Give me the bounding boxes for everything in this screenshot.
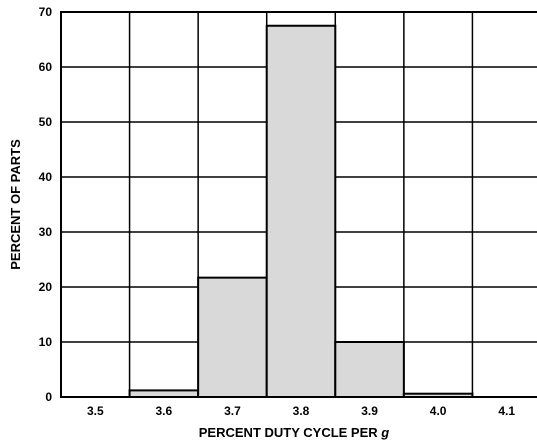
y-axis-title: PERCENT OF PARTS — [8, 139, 23, 270]
y-tick-label: 0 — [45, 390, 52, 404]
x-tick-label: 4.0 — [430, 404, 447, 418]
y-tick-label: 40 — [39, 170, 53, 184]
bar — [197, 276, 268, 398]
y-tick-label: 70 — [39, 5, 53, 19]
x-tick-label: 3.7 — [224, 404, 241, 418]
bar — [265, 24, 337, 398]
y-tick-label: 60 — [39, 60, 53, 74]
x-tick-label: 3.8 — [293, 404, 310, 418]
y-tick-label: 10 — [39, 335, 53, 349]
x-axis-title-symbol: g — [380, 425, 389, 440]
plot-frame — [60, 11, 537, 398]
x-tick-label: 3.9 — [361, 404, 378, 418]
bar — [334, 341, 405, 398]
x-axis-title: PERCENT DUTY CYCLE PER g — [199, 425, 390, 440]
bars — [128, 24, 474, 399]
x-tick-labels: 3.5 3.6 3.7 3.8 3.9 4.0 4.1 — [87, 404, 515, 418]
x-tick-label: 4.1 — [498, 404, 515, 418]
x-axis-title-text: PERCENT DUTY CYCLE PER — [199, 425, 382, 440]
x-tick-label: 3.5 — [87, 404, 104, 418]
x-tick-label: 3.6 — [156, 404, 173, 418]
y-tick-labels: 0 10 20 30 40 50 60 70 — [39, 5, 53, 404]
y-tick-label: 50 — [39, 115, 53, 129]
y-tick-label: 30 — [39, 225, 53, 239]
y-tick-label: 20 — [39, 280, 53, 294]
